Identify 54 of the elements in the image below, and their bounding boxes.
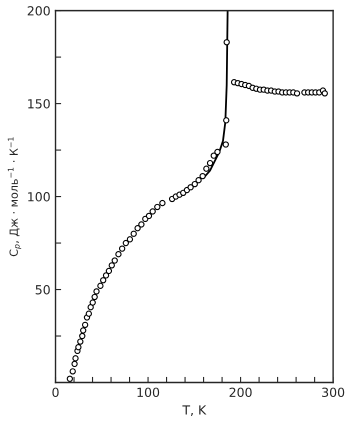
point [222, 141, 229, 148]
point [192, 180, 198, 188]
y-tick-label: 200 [28, 6, 50, 16]
point [134, 225, 141, 232]
point [138, 221, 145, 228]
point [80, 327, 86, 334]
y-axis-title: C$_{p}$, Дж · моль$^{−1}$ · К$^{−1}$ [8, 137, 22, 256]
point [106, 268, 112, 274]
point [146, 212, 152, 220]
x-axis-title: T, K [182, 405, 206, 416]
point [100, 277, 106, 284]
point [122, 240, 129, 246]
point [112, 257, 118, 264]
point [195, 177, 202, 184]
point [126, 236, 134, 242]
point [224, 39, 230, 46]
y-tick-label: 150 [28, 99, 50, 109]
point [88, 304, 94, 310]
x-tick-label: 200 [230, 388, 252, 398]
x-tick-label: 0 [52, 388, 59, 398]
point [206, 160, 214, 166]
point [86, 310, 92, 317]
point [130, 230, 137, 237]
point [223, 117, 230, 124]
point [72, 355, 79, 362]
point [75, 344, 82, 350]
point [90, 299, 96, 306]
point [150, 208, 156, 215]
point [118, 245, 126, 252]
point [93, 288, 100, 295]
point [108, 262, 115, 269]
point [115, 251, 122, 258]
point [159, 200, 166, 206]
point [79, 332, 86, 340]
point [66, 376, 74, 382]
point [77, 338, 84, 345]
point [92, 294, 98, 300]
point [71, 360, 78, 368]
point [70, 368, 76, 374]
point [214, 148, 221, 156]
x-tick-label: 300 [322, 388, 344, 398]
point [199, 172, 206, 180]
point [322, 90, 328, 97]
point [294, 90, 300, 97]
point [102, 272, 110, 279]
point [210, 152, 217, 159]
y-tick-label: 50 [36, 285, 50, 294]
point [187, 184, 194, 190]
point [203, 166, 210, 172]
point [97, 282, 104, 289]
y-tick-label: 100 [28, 192, 50, 202]
point [154, 204, 160, 210]
x-tick-label: 100 [137, 388, 160, 398]
point [82, 322, 88, 328]
